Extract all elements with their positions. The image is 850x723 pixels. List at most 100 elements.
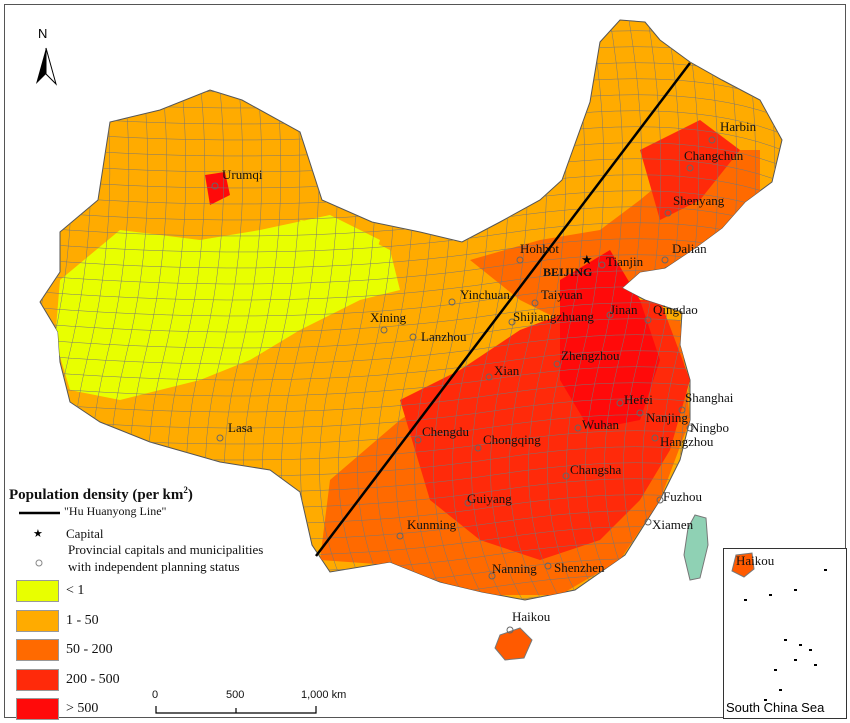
legend-provincial-label-2: with independent planning status (68, 559, 240, 574)
capital-star-icon: ★ (581, 252, 593, 267)
density-zone (300, 220, 400, 300)
provincial-capital-icon (644, 518, 652, 526)
city-label-qingdao: Qingdao (653, 302, 698, 317)
legend-title-text: Population density (per km (9, 487, 184, 503)
city-label-shenzhen: Shenzhen (554, 560, 605, 575)
provincial-capital-icon (661, 256, 669, 264)
capital-label: BEIJING (543, 265, 593, 279)
legend-title-end: ) (187, 487, 193, 503)
county-boundary (40, 623, 800, 654)
city-label-xiamen: Xiamen (652, 517, 694, 532)
city-label-hohhot: Hohhot (520, 241, 559, 256)
provincial-capital-icon (485, 373, 493, 381)
county-boundary (604, 20, 650, 600)
provincial-capital-icon (409, 333, 417, 341)
map-frame (4, 4, 846, 718)
island-mark (809, 649, 812, 651)
inset-map (731, 552, 827, 701)
city-label-harbin: Harbin (720, 119, 757, 134)
taiwan-island (683, 514, 709, 581)
provincial-capital-icon (448, 298, 456, 306)
scale-label-500: 500 (226, 689, 245, 701)
city-label-changsha: Changsha (570, 462, 622, 477)
county-boundary (40, 20, 782, 31)
city-label-lasa: Lasa (228, 420, 253, 435)
island-mark (769, 594, 772, 596)
city-label-xining: Xining (370, 310, 407, 325)
city-label-chengdu: Chengdu (422, 424, 469, 439)
inset-label: South China Sea (726, 700, 825, 715)
city-label-taiyuan: Taiyuan (541, 287, 583, 302)
city-label-lanzhou: Lanzhou (421, 329, 467, 344)
provincial-capital-icon (656, 496, 664, 504)
city-label-shanghai: Shanghai (685, 390, 734, 405)
county-boundary (40, 20, 782, 47)
provincial-capital-icon (644, 316, 652, 324)
city-label-hefei: Hefei (624, 392, 653, 407)
legend-class-label: < 1 (66, 583, 85, 598)
city-label-chongqing: Chongqing (483, 432, 541, 447)
city-label-wuhan: Wuhan (582, 417, 620, 432)
provincial-capital-icon (574, 424, 582, 432)
provincial-capital-icon (616, 399, 624, 407)
island-mark (784, 639, 787, 641)
provincial-capital-icon (380, 326, 388, 334)
island-mark (779, 689, 782, 691)
provincial-capital-icon (651, 434, 659, 442)
city-label-kunming: Kunming (407, 517, 457, 532)
provincial-capital-icon (531, 299, 539, 307)
scale-label-1000: 1,000 km (301, 689, 347, 701)
city-label-guiyang: Guiyang (467, 491, 512, 506)
legend-swatch (16, 639, 59, 661)
legend-swatch (16, 609, 59, 632)
legend-title: Population density (per km2) (9, 485, 193, 504)
city-label-tianjin: Tianjin (606, 254, 644, 269)
legend-swatch (16, 698, 59, 720)
county-boundary (585, 20, 631, 600)
city-label-hangzhou: Hangzhou (660, 434, 714, 449)
legend-capital-label: Capital (66, 526, 104, 541)
density-zone (55, 215, 380, 400)
provincial-capital-icon (211, 182, 219, 190)
north-arrow-icon (36, 47, 57, 86)
provincial-capital-icon (636, 409, 644, 417)
legend-provincial-capital-icon (35, 559, 43, 567)
city-label-nanjing: Nanjing (646, 410, 688, 425)
provincial-capital-icon (488, 572, 496, 580)
city-label-shenyang: Shenyang (673, 193, 725, 208)
provincial-capital-icon (553, 360, 561, 368)
provincial-capital-icon (396, 532, 404, 540)
provincial-capital-icon (216, 434, 224, 442)
hu-huanyong-line (315, 62, 691, 557)
legend-class-label: > 500 (66, 701, 99, 716)
scale-label-0: 0 (152, 689, 159, 701)
provincial-capital-icon (506, 626, 514, 634)
island-mark (824, 569, 827, 571)
city-label-dalian: Dalian (672, 241, 707, 256)
island-mark (799, 644, 802, 646)
provincial-capital-icon (606, 311, 614, 319)
provincial-capital-icon (414, 436, 422, 444)
provincial-capital-icon (664, 209, 672, 217)
legend-class-label: 50 - 200 (66, 642, 113, 657)
island-mark (794, 659, 797, 661)
legend-title-sup: 2 (183, 485, 188, 495)
city-label-urumqi: Urumqi (222, 167, 263, 182)
provincial-capital-icon (516, 256, 524, 264)
legend-hu-line-label: "Hu Huanyong Line" (64, 504, 167, 518)
city-label-xian: Xian (494, 363, 520, 378)
city-label-ningbo: Ningbo (690, 420, 729, 435)
legend-swatch (16, 668, 59, 691)
scale-bar (155, 706, 317, 714)
provincial-capital-icon (686, 164, 694, 172)
density-zone (560, 250, 660, 430)
island-mark (744, 599, 747, 601)
provincial-capital-icon (708, 136, 716, 144)
county-boundary (40, 30, 782, 63)
county-boundary (40, 222, 782, 255)
provincial-capital-icon (508, 318, 516, 326)
south-china-sea-inset: Haikou (723, 548, 847, 719)
hainan-island (494, 627, 533, 661)
